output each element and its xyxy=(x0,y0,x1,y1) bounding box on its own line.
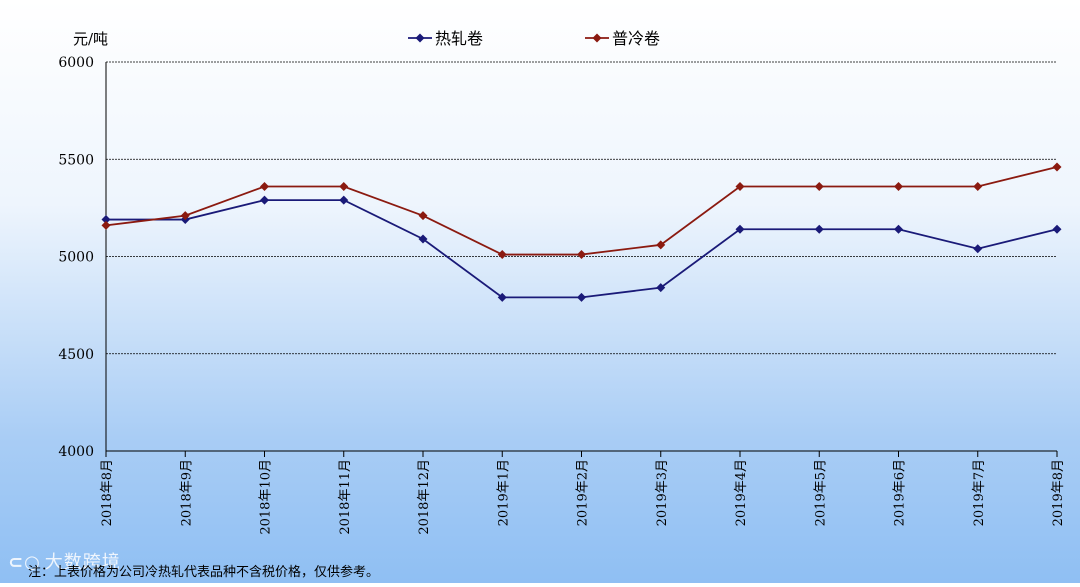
x-tick-label: 2019年5月 xyxy=(813,459,828,526)
y-tick-label: 4000 xyxy=(58,444,94,460)
data-point-0 xyxy=(973,244,983,254)
data-point-0 xyxy=(339,195,349,205)
data-point-0 xyxy=(101,215,111,225)
x-tick-label: 2019年1月 xyxy=(496,459,511,526)
data-point-1 xyxy=(497,250,507,260)
y-tick-label: 4500 xyxy=(58,347,94,363)
x-tick-label: 2019年7月 xyxy=(972,459,987,526)
x-tick-label: 2018年11月 xyxy=(338,459,353,535)
x-tick-label: 2019年8月 xyxy=(1051,459,1066,526)
data-point-1 xyxy=(101,220,111,230)
series-line-1 xyxy=(105,166,1058,256)
series-line-0 xyxy=(106,199,1058,299)
y-tick-label: 6000 xyxy=(58,55,94,71)
data-point-1 xyxy=(656,240,666,250)
x-tick-label: 2018年12月 xyxy=(417,459,432,535)
x-tick-label: 2018年9月 xyxy=(179,459,194,526)
data-point-1 xyxy=(1052,162,1062,172)
watermark: ⊂○ 大数跨境 xyxy=(8,548,121,574)
data-point-0 xyxy=(814,224,824,234)
data-point-0 xyxy=(418,234,428,244)
watermark-logo-icon: ⊂○ xyxy=(8,552,41,573)
footnote: 注：上表价格为公司冷热轧代表品种不含税价格，仅供参考。 xyxy=(28,565,380,580)
data-point-1 xyxy=(418,211,428,221)
legend-marker xyxy=(415,33,425,43)
legend-label: 热轧卷 xyxy=(435,29,483,48)
data-point-0 xyxy=(1052,224,1062,234)
data-point-1 xyxy=(973,181,983,191)
y-axis-unit-label: 元/吨 xyxy=(73,30,108,48)
data-point-0 xyxy=(497,292,507,302)
x-tick-label: 2019年2月 xyxy=(576,459,591,526)
y-tick-label: 5500 xyxy=(58,152,94,168)
x-tick-label: 2018年10月 xyxy=(259,459,274,535)
data-point-0 xyxy=(894,224,903,234)
data-point-1 xyxy=(814,181,824,191)
data-point-1 xyxy=(577,250,586,260)
y-tick-label: 5000 xyxy=(58,250,94,266)
legend-label: 普冷卷 xyxy=(612,29,660,48)
data-point-1 xyxy=(735,181,745,191)
x-tick-label: 2018年8月 xyxy=(100,459,115,526)
data-point-1 xyxy=(260,181,269,191)
watermark-text: 大数跨境 xyxy=(44,552,121,573)
data-point-0 xyxy=(577,292,586,302)
legend-marker xyxy=(592,33,602,43)
data-point-0 xyxy=(656,283,666,293)
data-point-1 xyxy=(894,181,903,191)
x-tick-label: 2019年4月 xyxy=(734,459,749,526)
data-point-0 xyxy=(260,195,269,205)
x-tick-label: 2019年3月 xyxy=(655,459,670,526)
data-point-1 xyxy=(339,181,349,191)
data-point-0 xyxy=(735,224,745,234)
x-tick-label: 2019年6月 xyxy=(893,459,908,526)
data-point-1 xyxy=(180,211,190,221)
